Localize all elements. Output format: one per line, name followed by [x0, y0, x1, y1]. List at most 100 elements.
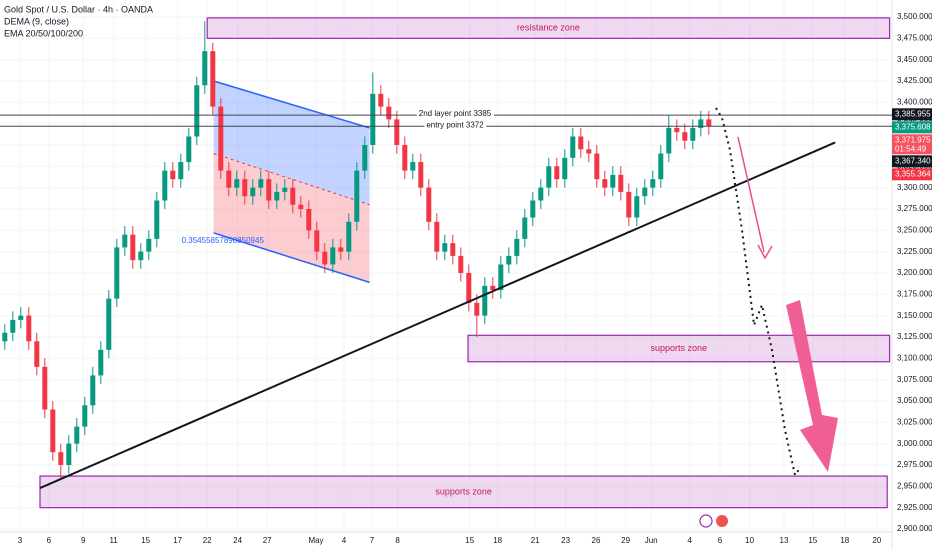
candle-body — [410, 162, 416, 171]
x-tick-label: 15 — [141, 536, 150, 545]
y-tick-label: 3,150.000 — [897, 311, 932, 320]
zone — [206, 17, 891, 39]
zone-label: supports zone — [435, 486, 492, 496]
candle-body — [154, 200, 160, 239]
y-tick-label: 3,000.000 — [897, 439, 932, 448]
candle-body — [450, 243, 456, 256]
x-tick-label: 13 — [780, 536, 789, 545]
big-arrow — [786, 300, 838, 472]
y-tick-label: 2,900.000 — [897, 524, 932, 533]
candle-body — [274, 191, 280, 201]
candle-body — [258, 179, 264, 188]
candle-body — [26, 315, 32, 342]
x-tick-label: 21 — [531, 536, 540, 545]
x-tick-label: 18 — [493, 536, 502, 545]
candle-body — [130, 234, 136, 261]
y-tick-label: 3,250.000 — [897, 225, 932, 234]
channel-upper — [213, 81, 370, 205]
candle-body — [490, 285, 496, 291]
level-label-bg — [424, 120, 487, 130]
indicator: EMA 20/50/100/200 — [4, 28, 83, 38]
price-label: 3,355.364 — [895, 169, 931, 178]
channel-edge — [213, 80, 370, 129]
candle-body — [122, 234, 128, 248]
candle-body — [426, 187, 432, 222]
y-tick-label: 2,925.000 — [897, 503, 932, 512]
x-tick-label: 17 — [173, 536, 182, 545]
candle-body — [498, 264, 504, 291]
candle-body — [2, 332, 8, 342]
x-tick-label: 15 — [465, 536, 474, 545]
candle-body — [650, 179, 656, 188]
y-tick-label: 3,300.000 — [897, 183, 932, 192]
candle-body — [578, 136, 584, 150]
zone-label: supports zone — [651, 343, 708, 353]
candle-body — [442, 243, 448, 252]
candle-body — [266, 179, 272, 201]
candle-body — [458, 255, 464, 273]
y-tick-label: 3,075.000 — [897, 375, 932, 384]
y-tick-label: 3,175.000 — [897, 289, 932, 298]
candle-body — [210, 51, 216, 107]
y-tick-label: 3,200.000 — [897, 268, 932, 277]
candle-body — [354, 170, 360, 222]
candle-body — [546, 166, 552, 188]
candle-body — [10, 319, 16, 333]
channel-label: 0.35455857898850945 — [182, 236, 265, 245]
candle-body — [394, 119, 400, 145]
candle-body — [18, 315, 24, 320]
candle-body — [642, 187, 648, 197]
y-tick-label: 3,050.000 — [897, 396, 932, 405]
y-tick-label: 3,225.000 — [897, 247, 932, 256]
x-tick-label: 27 — [263, 536, 272, 545]
x-tick-label: 20 — [872, 536, 881, 545]
candle-body — [362, 145, 368, 171]
x-tick-label: 8 — [395, 536, 400, 545]
candle-body — [290, 187, 296, 205]
x-tick-label: 23 — [561, 536, 570, 545]
candle-body — [674, 127, 680, 133]
x-tick-label: 7 — [370, 536, 375, 545]
zone — [467, 334, 891, 363]
flag-icon[interactable] — [716, 515, 728, 527]
candle-body — [98, 349, 104, 376]
x-tick-label: May — [308, 536, 323, 545]
x-tick-label: 6 — [718, 536, 723, 545]
y-tick-label: 3,450.000 — [897, 55, 932, 64]
candle-body — [562, 157, 568, 180]
y-tick-label: 3,125.000 — [897, 332, 932, 341]
price-label-bg — [892, 121, 932, 134]
x-tick-label: 3 — [18, 536, 23, 545]
candle-body — [466, 273, 472, 303]
drawings: resistance zone supports zone supports zon… — [182, 22, 838, 528]
x-tick-label: 10 — [745, 536, 754, 545]
price-label-bg — [892, 168, 932, 181]
x-tick-label: 29 — [621, 536, 630, 545]
level-label: 2nd layer point 3385 — [419, 109, 492, 118]
candle-body — [706, 119, 712, 127]
x-tick-label: 4 — [342, 536, 347, 545]
x-tick-label: Jun — [645, 536, 658, 545]
candle-body — [114, 247, 120, 299]
y-tick-label: 3,400.000 — [897, 97, 932, 106]
candle-body — [626, 191, 632, 218]
candle-body — [178, 162, 184, 180]
candle-body — [682, 132, 688, 141]
candle-body — [402, 145, 408, 171]
zone-label: resistance zone — [517, 22, 580, 32]
event-icon[interactable] — [699, 514, 713, 528]
price-label: 3,367.340 — [895, 156, 931, 165]
candle-body — [322, 251, 328, 265]
candle-body — [82, 405, 88, 427]
y-tick-label: 3,275.000 — [897, 204, 932, 213]
small-arrow — [737, 136, 765, 253]
level-label: entry point 3372 — [426, 120, 484, 129]
candle-body — [522, 217, 528, 239]
candle-body — [282, 187, 288, 192]
candle-body — [186, 136, 192, 163]
candle-body — [50, 409, 56, 453]
candle-body — [226, 170, 232, 188]
price-label-bg — [892, 108, 932, 121]
